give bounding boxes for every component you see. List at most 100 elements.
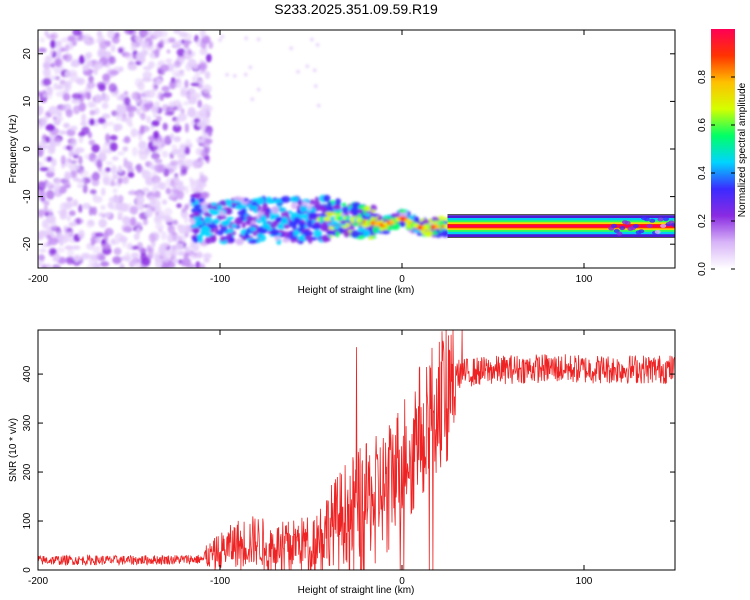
noise-blob (68, 148, 74, 158)
noise-blob (137, 247, 147, 253)
noise-blob (58, 130, 67, 135)
noise-blob (47, 208, 53, 215)
noise-blob (173, 41, 179, 48)
carrier-blob (293, 217, 300, 222)
noise-blob (192, 159, 200, 169)
noise-blob (105, 167, 111, 173)
y-tick-label: 0 (22, 567, 33, 573)
noise-blob (177, 158, 183, 165)
noise-blob (161, 85, 170, 92)
noise-blob (154, 252, 159, 260)
carrier-blob (247, 239, 258, 244)
noise-blob (173, 30, 181, 34)
noise-blob (148, 61, 155, 69)
noise-blob (111, 165, 117, 175)
noise-blob (109, 69, 119, 76)
noise-blob (154, 163, 164, 173)
noise-blob (196, 121, 205, 128)
noise-blob (204, 71, 211, 80)
noise-blob (172, 219, 178, 225)
noise-blob (162, 91, 173, 98)
noise-blob (167, 224, 176, 235)
carrier-blob (204, 216, 210, 225)
carrier-blob (274, 235, 280, 241)
noise-blob (85, 53, 92, 60)
carrier-blob (193, 211, 201, 217)
noise-blob (196, 179, 203, 187)
noise-blob (177, 103, 183, 112)
noise-blob (108, 83, 117, 93)
noise-blob (68, 210, 76, 217)
noise-blob (112, 188, 118, 194)
noise-blob (95, 37, 105, 44)
x-tick-label: -100 (210, 576, 230, 587)
carrier-blob (275, 216, 282, 222)
noise-blob (71, 245, 81, 250)
noise-blob (173, 177, 179, 185)
noise-blob (122, 146, 129, 152)
noise-blob (181, 257, 192, 267)
carrier-blob (616, 231, 623, 236)
carrier-blob (333, 204, 339, 209)
noise-blob (243, 72, 248, 77)
noise-blob (125, 116, 133, 126)
noise-blob (151, 175, 161, 184)
noise-blob (194, 70, 200, 79)
noise-blob (68, 222, 78, 227)
noise-blob (80, 121, 88, 127)
noise-blob (191, 76, 197, 82)
snr-marks (38, 330, 675, 570)
noise-blob (127, 64, 138, 71)
carrier-blob (351, 202, 361, 208)
noise-blob (170, 133, 175, 140)
carrier-blob (192, 237, 199, 241)
carrier-blob (250, 220, 257, 225)
noise-blob (176, 203, 182, 209)
noise-blob (145, 208, 153, 218)
noise-blob (39, 167, 49, 172)
carrier-blob (230, 202, 238, 206)
noise-blob (117, 47, 124, 54)
noise-blob (132, 256, 138, 266)
carrier-blob (649, 218, 656, 223)
carrier-blob (244, 198, 249, 202)
carrier-blob (261, 214, 265, 223)
noise-blob (115, 111, 121, 122)
y-tick-label: 300 (22, 414, 33, 431)
noise-blob (130, 128, 138, 138)
noise-blob (78, 204, 83, 213)
carrier-blob (235, 238, 244, 246)
noise-blob (78, 56, 85, 65)
noise-blob (204, 94, 212, 99)
noise-blob (66, 215, 72, 222)
noise-blob (71, 93, 82, 100)
noise-blob (71, 160, 77, 165)
carrier-blob (321, 236, 331, 242)
x-tick-label: 0 (399, 576, 405, 587)
snr-frame (37, 329, 676, 571)
noise-blob (48, 237, 59, 246)
noise-blob (87, 219, 95, 225)
noise-blob (164, 111, 174, 116)
carrier-blob (334, 225, 340, 230)
noise-blob (163, 38, 170, 45)
noise-blob (129, 189, 134, 196)
carrier-blob (367, 235, 374, 240)
noise-blob (84, 91, 91, 100)
carrier-blob (191, 208, 196, 213)
carrier-blob (198, 198, 204, 204)
noise-blob (162, 256, 171, 263)
noise-blob (46, 156, 53, 162)
carrier-blob (363, 230, 371, 238)
noise-blob (218, 38, 223, 43)
colorbar-tick-label: 0.8 (697, 70, 708, 84)
carrier-blob (334, 198, 342, 206)
carrier-blob (365, 212, 371, 217)
carrier-blob (194, 219, 204, 226)
noise-blob (181, 151, 186, 161)
noise-blob (201, 132, 209, 137)
carrier-blob (353, 211, 358, 217)
noise-blob (156, 141, 162, 148)
noise-blob (59, 79, 66, 85)
carrier-blob (241, 208, 247, 215)
